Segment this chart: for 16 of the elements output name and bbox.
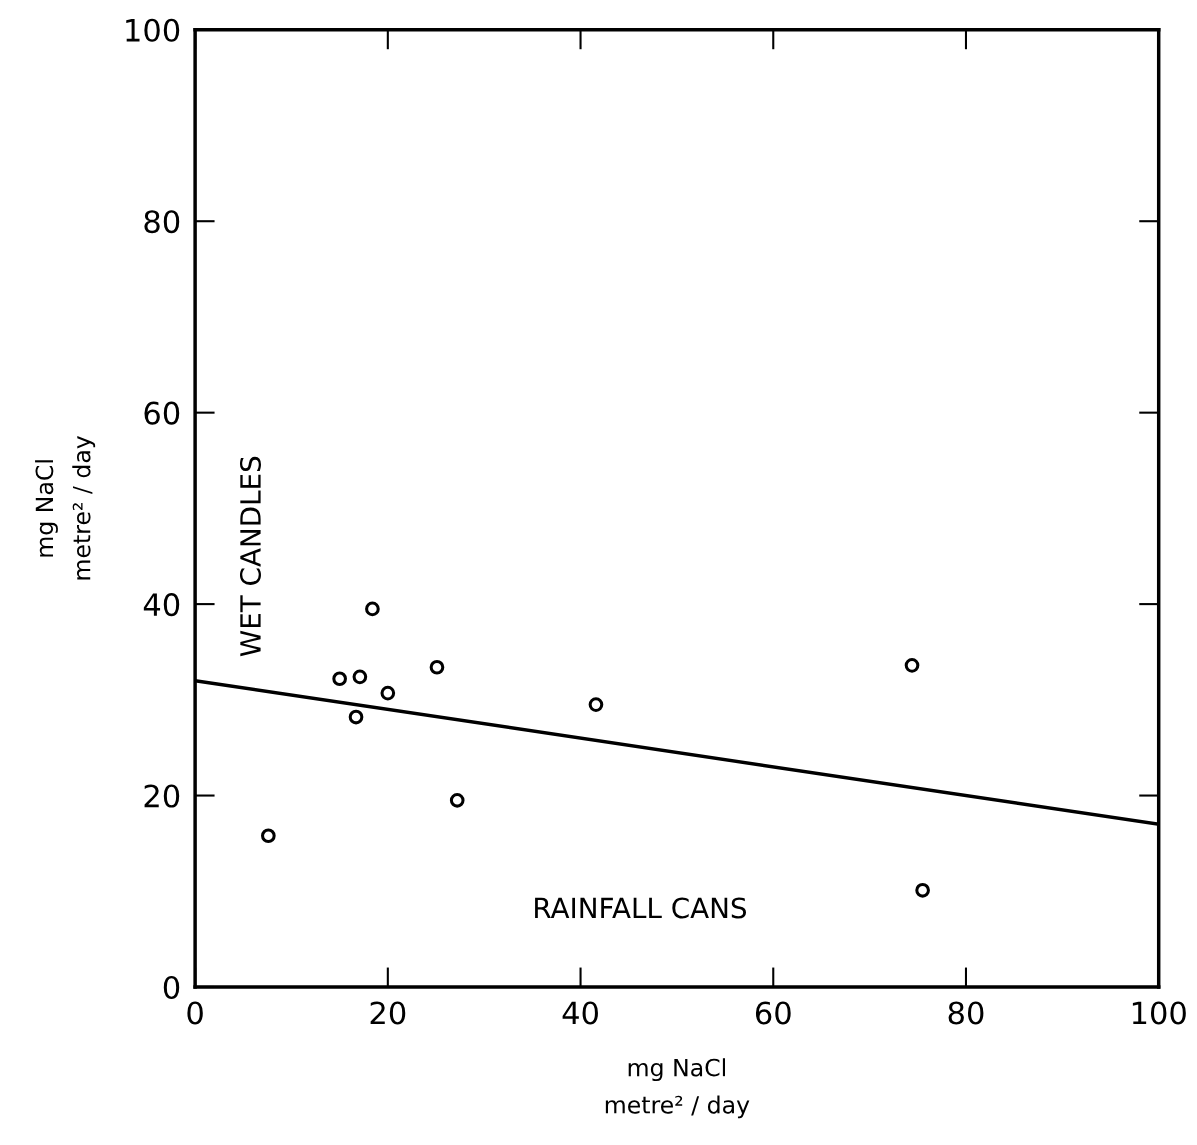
x-tick-label: 40 bbox=[562, 1001, 598, 1025]
annotation: WET CANDLES bbox=[239, 456, 261, 657]
x-tick-label: 60 bbox=[755, 1001, 791, 1025]
x-tick-label: 80 bbox=[948, 1001, 984, 1025]
y-tick-label: 20 bbox=[144, 784, 180, 808]
y-axis-title: mg NaCl metre² / day bbox=[35, 435, 96, 580]
x-tick-label: 20 bbox=[370, 1001, 406, 1025]
x-axis-title: mg NaCl metre² / day bbox=[605, 1058, 750, 1119]
y-tick-label: 80 bbox=[144, 210, 180, 234]
annotation: RAINFALL CANS bbox=[535, 897, 747, 919]
y-tick-label: 60 bbox=[144, 401, 180, 425]
y-tick-label: 0 bbox=[163, 975, 180, 1000]
y-tick-label: 40 bbox=[143, 593, 180, 617]
y-tick-label: 100 bbox=[126, 18, 180, 42]
x-tick-label: 100 bbox=[1132, 1001, 1186, 1025]
x-tick-label: 0 bbox=[187, 1001, 203, 1025]
